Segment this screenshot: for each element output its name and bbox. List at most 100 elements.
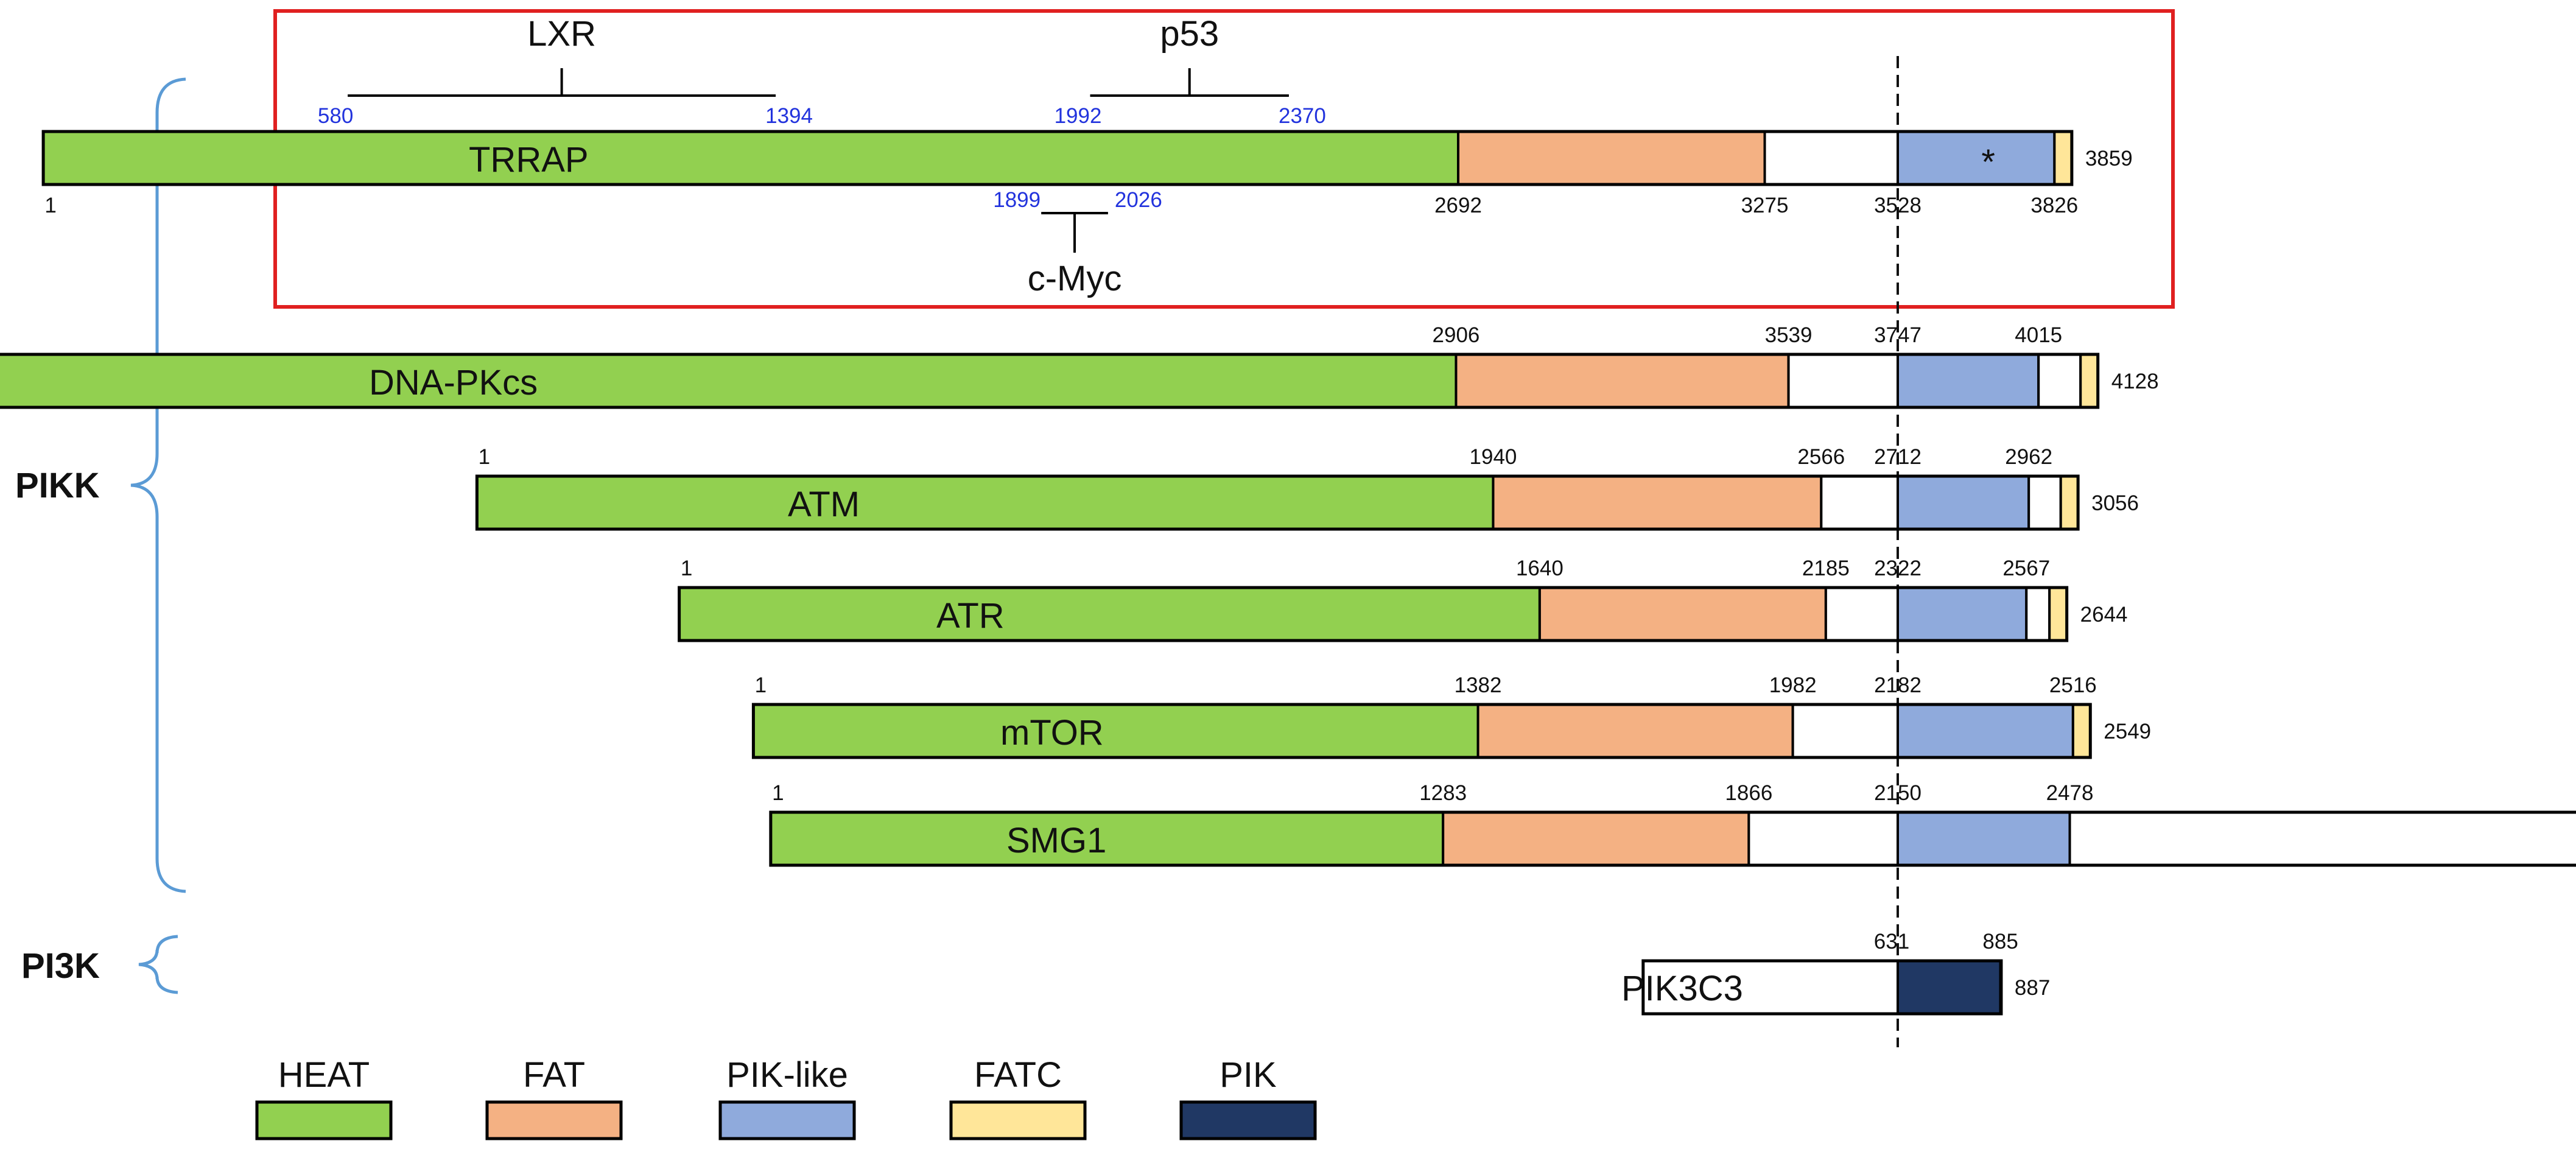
legend-item-pik: PIK — [1179, 1055, 1317, 1140]
protein-name-pik3c3: PIK3C3 — [1621, 969, 1743, 1008]
mtor-bar-outline — [751, 703, 2092, 759]
pik3c3-segment-pik-1 — [1897, 960, 2002, 1015]
atm-segment-unassigned-4 — [2027, 475, 2062, 530]
binding-end-2370: 2370 — [1279, 104, 1326, 128]
protein-trrap: TRRAP 3859 1 2692 3275 3528 3826 * LXR 580 1394 p53… — [41, 14, 2133, 298]
trrap-segment-fatc-4 — [2053, 130, 2073, 186]
smg1-boundary-label-1866: 1866 — [1725, 781, 1772, 805]
legend-item-pik-like: PIK-like — [718, 1055, 856, 1140]
atm-length-label: 3056 — [2091, 491, 2139, 515]
mtor-boundary-label-1982: 1982 — [1769, 673, 1817, 697]
binding-partner-p53: p53 — [1160, 14, 1219, 54]
atr-segment-unassigned-2 — [1824, 586, 1900, 642]
dna-pkcs-boundary-label-3747: 3747 — [1874, 323, 1921, 347]
smg1-segment-heat-0 — [769, 811, 1445, 866]
mtor-segment-pik-like-3 — [1897, 703, 2074, 759]
smg1-segment-unassigned-2 — [1747, 811, 1899, 866]
atr-start-label: 1 — [681, 557, 692, 580]
atr-length-label: 2644 — [2080, 603, 2128, 627]
legend-swatch-pik — [1179, 1100, 1317, 1140]
mtor-start-label: 1 — [755, 673, 767, 697]
atm-start-label: 1 — [479, 445, 490, 469]
protein-name-atm: ATM — [788, 485, 860, 524]
binding-site-c-myc: c-Myc 1899 2026 — [993, 188, 1162, 298]
mtor-segment-heat-0 — [752, 703, 1479, 759]
protein-mtor: mTOR 2549 1 1382 1982 2182 2516 — [751, 673, 2151, 759]
binding-partner-lxr: LXR — [527, 14, 596, 54]
group-label-pi3k: PI3K — [21, 946, 100, 986]
dna-pkcs-segment-fat-1 — [1455, 353, 1790, 409]
protein-smg1: SMG13661112831866215024783629 — [769, 781, 2576, 867]
smg1-boundary-label-2150: 2150 — [1874, 781, 1921, 805]
smg1-boundary-label-2478: 2478 — [2046, 781, 2094, 805]
binding-start-1992: 1992 — [1055, 104, 1102, 128]
pi3k-brace — [138, 935, 178, 994]
mtor-segment-fat-1 — [1476, 703, 1794, 759]
atm-boundary-label-2962: 2962 — [2005, 445, 2052, 469]
protein-name-mtor: mTOR — [1000, 713, 1104, 753]
group-label-pikk: PIKK — [15, 466, 100, 505]
smg1-segment-pik-like-3 — [1897, 811, 2071, 866]
atm-boundary-label-2566: 2566 — [1797, 445, 1845, 469]
trrap-boundary-label-3826: 3826 — [2030, 194, 2078, 217]
legend-label-heat: HEAT — [278, 1055, 370, 1095]
binding-start-1899: 1899 — [993, 188, 1041, 212]
atm-bar-outline — [475, 474, 2080, 531]
legend-label-pik-like: PIK-like — [726, 1055, 848, 1095]
trrap-bar-outline — [41, 130, 2074, 186]
trrap-boundary-label-3275: 3275 — [1741, 194, 1789, 217]
trrap-segment-pik-like-3 — [1897, 130, 2056, 186]
atm-segment-heat-0 — [476, 475, 1495, 530]
binding-start-580: 580 — [318, 104, 353, 128]
legend-item-heat: HEAT — [255, 1055, 393, 1140]
smg1-bar-outline — [769, 810, 2576, 867]
atm-boundary-label-2712: 2712 — [1874, 445, 1921, 469]
atr-boundary-label-2185: 2185 — [1802, 557, 1850, 580]
atm-segment-pik-like-3 — [1897, 475, 2030, 530]
dna-pkcs-segment-unassigned-4 — [2037, 353, 2082, 409]
atr-boundary-label-2567: 2567 — [2002, 557, 2050, 580]
legend-swatch-fatc — [949, 1100, 1087, 1140]
legend-swatch-fat — [485, 1100, 623, 1140]
binding-site-lxr: LXR 580 1394 — [318, 14, 813, 128]
mtor-segment-fatc-4 — [2071, 703, 2092, 759]
pik3c3-boundary-label-631: 631 — [1874, 930, 1909, 954]
dna-pkcs-segment-heat-0 — [0, 353, 1458, 409]
trrap-boundary-label-2692: 2692 — [1434, 194, 1482, 217]
atr-bar-outline — [678, 586, 2069, 642]
mtor-boundary-label-1382: 1382 — [1455, 673, 1502, 697]
legend-swatch-heat — [255, 1100, 393, 1140]
smg1-boundary-label-1283: 1283 — [1419, 781, 1467, 805]
trrap-segment-heat-0 — [42, 130, 1460, 186]
atr-segment-fat-1 — [1538, 586, 1827, 642]
pikk-brace — [130, 77, 186, 893]
binding-end-1394: 1394 — [765, 104, 813, 128]
pik3c3-boundary-label-885: 885 — [1982, 930, 2018, 954]
binding-partner-c-myc: c-Myc — [1028, 259, 1122, 298]
legend-swatch-pik-like — [718, 1100, 856, 1140]
mtor-segment-unassigned-2 — [1791, 703, 1899, 759]
dna-pkcs-bar-outline — [0, 353, 2100, 409]
legend-item-fat: FAT — [485, 1055, 623, 1140]
atm-boundary-label-1940: 1940 — [1470, 445, 1517, 469]
protein-dna-pkcs: DNA-PKcs412812906353937474015 — [0, 323, 2159, 409]
smg1-start-label: 1 — [772, 781, 784, 805]
protein-name-trrap: TRRAP — [469, 140, 589, 180]
protein-name-dna-pkcs: DNA-PKcs — [369, 363, 538, 402]
dna-pkcs-segment-fatc-5 — [2079, 353, 2099, 409]
binding-site-p53: p53 1992 2370 — [1055, 14, 1326, 128]
smg1-segment-fat-1 — [1442, 811, 1750, 866]
atr-boundary-label-1640: 1640 — [1516, 557, 1563, 580]
pik3c3-length-label: 887 — [2015, 976, 2050, 1000]
binding-end-2026: 2026 — [1115, 188, 1162, 212]
legend-label-fat: FAT — [523, 1055, 585, 1095]
mtor-boundary-label-2182: 2182 — [1874, 673, 1921, 697]
protein-atm: ATM 3056 1 1940 2566 2712 2962 — [475, 445, 2139, 531]
dna-pkcs-length-label: 4128 — [2111, 370, 2159, 393]
dna-pkcs-boundary-label-3539: 3539 — [1765, 323, 1813, 347]
atr-segment-unassigned-4 — [2025, 586, 2051, 642]
smg1-segment-unassigned-4 — [2068, 811, 2576, 866]
protein-name-atr: ATR — [936, 596, 1005, 636]
atr-segment-pik-like-3 — [1897, 586, 2028, 642]
legend-label-pik: PIK — [1220, 1055, 1277, 1095]
